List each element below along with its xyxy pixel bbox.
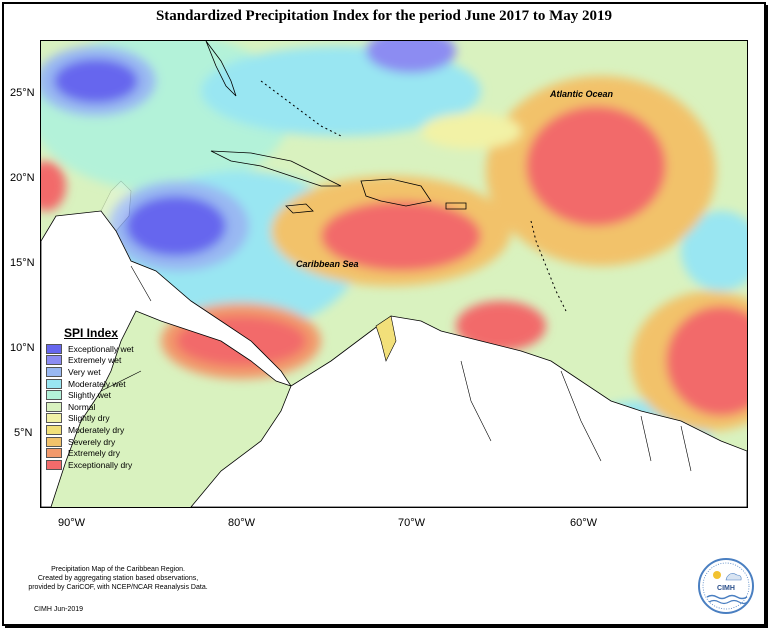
footer-credit: CIMH Jun-2019 <box>34 606 84 613</box>
legend-swatch <box>46 401 62 412</box>
legend-label: Normal <box>68 401 96 412</box>
logo-text: CIMH <box>717 585 735 592</box>
country-borders <box>100 265 692 472</box>
dry-west-edge <box>41 161 66 211</box>
central-america-land <box>41 210 292 507</box>
legend-swatch <box>46 436 62 447</box>
cloud-icon <box>725 573 742 581</box>
jamaica-outline <box>285 203 314 214</box>
lat-label-15n: 15°N <box>10 257 35 269</box>
florida-outline <box>205 41 237 97</box>
footer-line-3: provided by CariCOF, with NCEP/NCAR Rean… <box>28 584 208 591</box>
spi-legend: SPI Index Exceptionally wet Extremely wet… <box>46 326 176 471</box>
yucatan-land <box>100 180 132 232</box>
legend-label: Exceptionally wet <box>68 343 134 354</box>
dry-atlantic-core <box>526 106 666 226</box>
puerto-rico-outline <box>445 202 467 210</box>
lon-label-80w: 80°W <box>228 517 256 529</box>
legend-label: Slightly wet <box>68 390 111 401</box>
legend-list: Exceptionally wet Extremely wet Very wet Mo… <box>46 343 176 471</box>
legend-item: Exceptionally wet <box>46 343 176 355</box>
sun-icon <box>713 571 721 579</box>
maracaibo-outline <box>375 315 397 362</box>
legend-label: Slightly dry <box>68 413 110 424</box>
legend-item: Very wet <box>46 366 176 378</box>
legend-label: Exceptionally dry <box>68 459 133 470</box>
place-atlantic-ocean: Atlantic Ocean <box>550 89 614 99</box>
dry-southeast-core <box>666 306 747 416</box>
wet-zone-east <box>681 211 747 291</box>
legend-item: Slightly dry <box>46 413 176 425</box>
legend-item: Extremely wet <box>46 355 176 367</box>
exceptionally-wet-north <box>366 41 456 73</box>
legend-swatch <box>46 378 62 389</box>
dry-venezuela <box>456 301 546 351</box>
antilles-outline <box>530 220 567 312</box>
lat-label-5n: 5°N <box>14 427 33 439</box>
lon-label-90w: 90°W <box>58 517 86 529</box>
legend-swatch <box>46 459 62 470</box>
legend-label: Very wet <box>68 366 101 377</box>
legend-swatch <box>46 390 62 401</box>
legend-item: Moderately wet <box>46 378 176 390</box>
lat-label-25n: 25°N <box>10 87 35 99</box>
legend-label: Severely dry <box>68 436 116 447</box>
legend-label: Extremely wet <box>68 355 122 366</box>
legend-label: Moderately wet <box>68 378 126 389</box>
legend-item: Slightly wet <box>46 389 176 401</box>
legend-label: Extremely dry <box>68 448 120 459</box>
wave-icon <box>706 594 748 600</box>
cimh-logo: CIMH <box>698 558 754 614</box>
legend-swatch <box>46 448 62 459</box>
exceptionally-wet-gulf-core <box>54 59 138 103</box>
legend-item: Normal <box>46 401 176 413</box>
footer-line-1: Precipitation Map of the Caribbean Regio… <box>51 566 185 573</box>
legend-title: SPI Index <box>64 326 119 340</box>
lon-label-60w: 60°W <box>570 517 598 529</box>
exceptionally-wet-cayman-core <box>126 196 226 256</box>
hispaniola-outline <box>360 178 432 207</box>
legend-swatch <box>46 343 62 354</box>
spi-field <box>41 41 747 481</box>
south-america-land <box>190 315 747 507</box>
spi-map <box>40 40 748 508</box>
legend-item: Exceptionally dry <box>46 459 176 471</box>
legend-swatch <box>46 355 62 366</box>
dry-caribbean-core <box>321 201 481 271</box>
map-title: Standardized Precipitation Index for the… <box>155 8 613 24</box>
bahamas-outline <box>260 80 342 137</box>
spi-map-canvas <box>41 41 747 507</box>
legend-swatch <box>46 366 62 377</box>
footer-line-2: Created by aggregating station based obs… <box>37 575 199 582</box>
legend-item: Severely dry <box>46 436 176 448</box>
legend-item: Moderately dry <box>46 424 176 436</box>
lat-label-10n: 10°N <box>10 342 35 354</box>
lon-label-70w: 70°W <box>398 517 426 529</box>
legend-swatch <box>46 413 62 424</box>
legend-label: Moderately dry <box>68 424 125 435</box>
lat-label-20n: 20°N <box>10 172 35 184</box>
place-caribbean-sea: Caribbean Sea <box>296 259 359 269</box>
legend-item: Extremely dry <box>46 447 176 459</box>
legend-swatch <box>46 424 62 435</box>
dry-north-band <box>421 113 521 149</box>
cuba-outline <box>210 150 342 187</box>
footer-notes: Precipitation Map of the Caribbean Regio… <box>8 565 228 592</box>
